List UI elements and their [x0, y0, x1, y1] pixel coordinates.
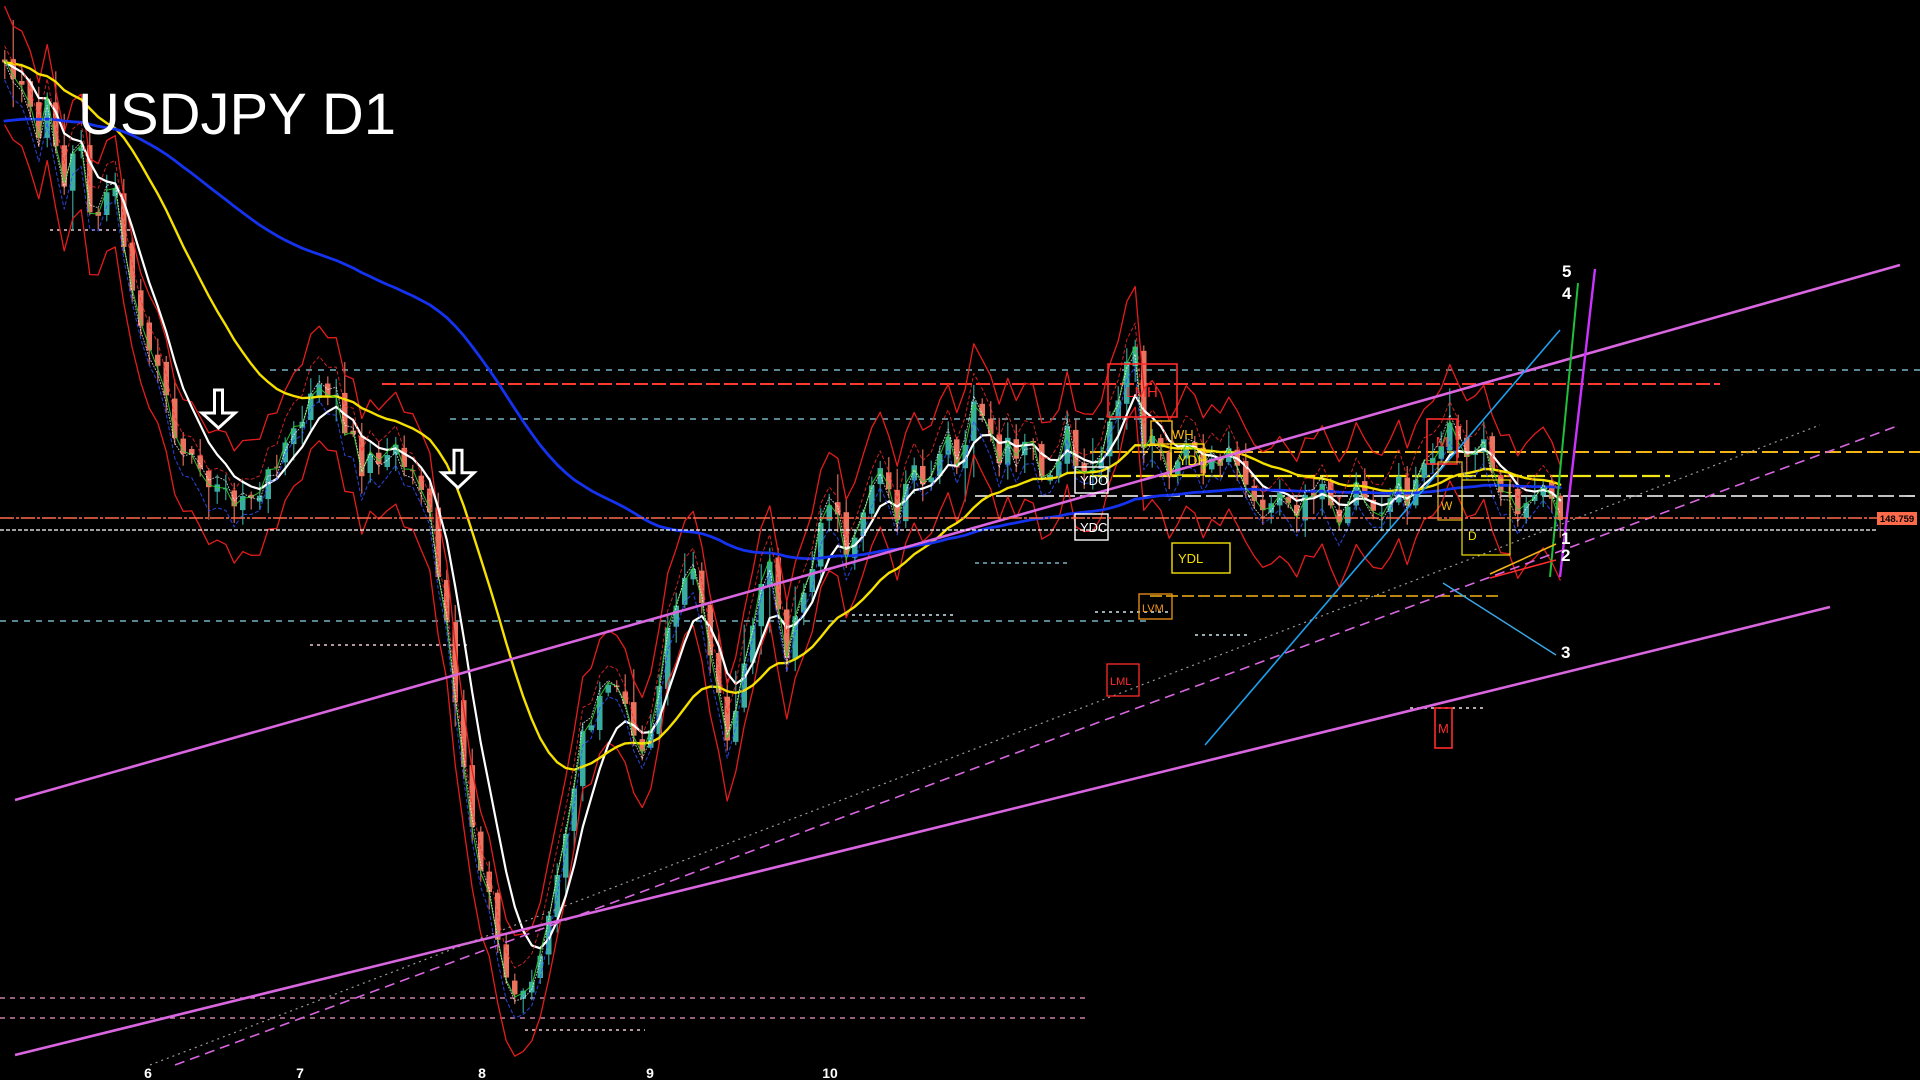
svg-text:6: 6: [144, 1065, 152, 1080]
svg-text:M: M: [1438, 721, 1449, 736]
svg-text:5: 5: [1562, 262, 1571, 281]
svg-text:M: M: [1436, 434, 1449, 451]
svg-text:LMH: LMH: [1126, 384, 1158, 401]
svg-text:8: 8: [478, 1065, 486, 1080]
svg-text:YDH: YDH: [1178, 452, 1208, 468]
svg-text:YDL: YDL: [1178, 551, 1203, 566]
svg-text:2: 2: [1561, 546, 1570, 565]
svg-text:3: 3: [1561, 643, 1570, 662]
svg-text:4: 4: [1562, 284, 1572, 303]
svg-text:7: 7: [296, 1065, 304, 1080]
svg-text:WH: WH: [1172, 427, 1194, 442]
svg-text:D: D: [1468, 529, 1477, 543]
svg-text:YDO: YDO: [1080, 473, 1108, 488]
svg-text:9: 9: [646, 1065, 654, 1080]
svg-text:LVM: LVM: [1142, 603, 1164, 615]
svg-text:LML: LML: [1110, 676, 1131, 688]
svg-text:10: 10: [822, 1065, 838, 1080]
svg-text:148.759: 148.759: [1880, 514, 1914, 525]
svg-text:W: W: [1441, 499, 1453, 513]
svg-text:YDC: YDC: [1080, 520, 1107, 535]
svg-text:USDJPY D1: USDJPY D1: [78, 82, 396, 147]
